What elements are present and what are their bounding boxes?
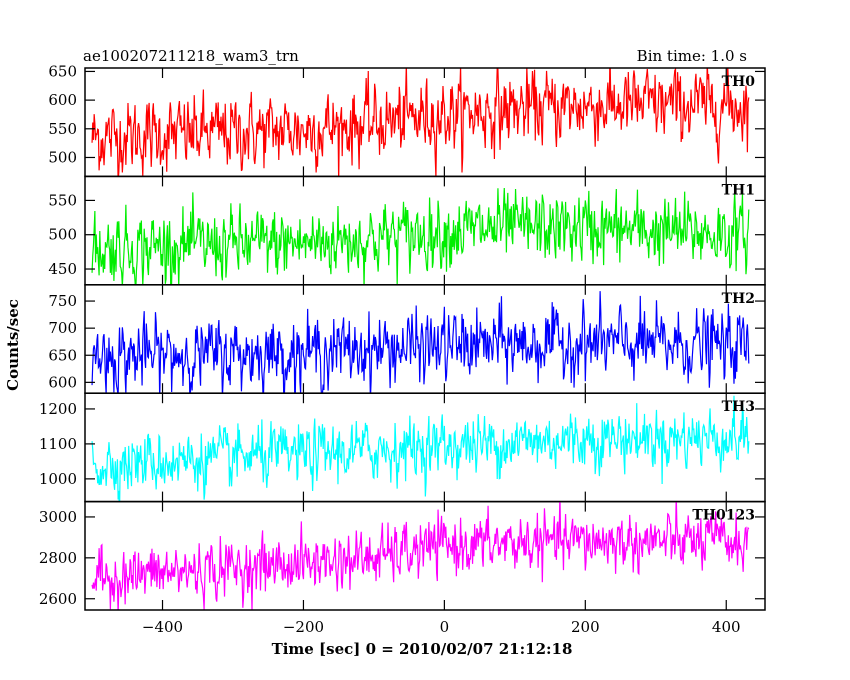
panels-layer: 500 550 600 650 TH0 450 500 550 TH1 600 650 700 750 T… <box>39 62 766 636</box>
panel-th3: 1000 1100 1200 TH3 <box>39 392 766 503</box>
y-tick-label: 1000 <box>39 470 77 488</box>
bin-time-label: Bin time: 1.0 s <box>637 47 747 65</box>
x-axis-title: Time [sec] 0 = 2010/02/07 21:12:18 <box>272 640 573 658</box>
y-tick-label: 600 <box>48 373 77 391</box>
series-line-th0123 <box>91 501 750 611</box>
panel-label-th0: TH0 <box>722 74 756 90</box>
panel-th2: 600 650 700 750 TH2 <box>48 284 766 394</box>
panel-label-th0123: TH0123 <box>692 508 755 524</box>
x-tick-label: 0 <box>440 618 450 636</box>
y-tick-label: 750 <box>48 292 77 310</box>
y-tick-label: 550 <box>48 120 77 138</box>
panel-th0123: 2600 2800 3000 TH0123 <box>39 500 766 611</box>
panel-label-th2: TH2 <box>722 291 755 307</box>
panel-label-th1: TH1 <box>722 182 755 198</box>
x-tick-label: 200 <box>571 618 600 636</box>
y-tick-label: 650 <box>48 62 77 80</box>
panel-th0: 500 550 600 650 TH0 <box>48 62 766 178</box>
y-tick-label: 500 <box>48 148 77 166</box>
y-tick-label: 550 <box>48 191 77 209</box>
y-axis-title: Counts/sec <box>4 299 22 391</box>
x-tick-label: −200 <box>283 618 324 636</box>
y-tick-label: 1200 <box>39 400 77 418</box>
panel-label-th3: TH3 <box>722 399 755 415</box>
y-tick-label: 2800 <box>39 549 77 567</box>
y-tick-label: 2600 <box>39 590 77 608</box>
chart-title: ae100207211218_wam3_trn <box>83 47 299 65</box>
y-tick-label: 450 <box>48 260 77 278</box>
y-tick-label: 500 <box>48 226 77 244</box>
x-tick-label: −400 <box>142 618 183 636</box>
panel-th1: 450 500 550 TH1 <box>48 175 766 286</box>
y-tick-label: 700 <box>48 319 77 337</box>
series-line-th1 <box>91 187 750 285</box>
y-tick-label: 600 <box>48 91 77 109</box>
y-tick-label: 3000 <box>39 508 77 526</box>
series-line-th2 <box>91 291 750 394</box>
y-tick-label: 650 <box>48 346 77 364</box>
series-line-th0 <box>91 68 750 177</box>
panel-frame <box>84 500 766 611</box>
series-line-th3 <box>91 395 750 502</box>
x-tick-label: 400 <box>712 618 741 636</box>
y-tick-label: 1100 <box>39 435 77 453</box>
